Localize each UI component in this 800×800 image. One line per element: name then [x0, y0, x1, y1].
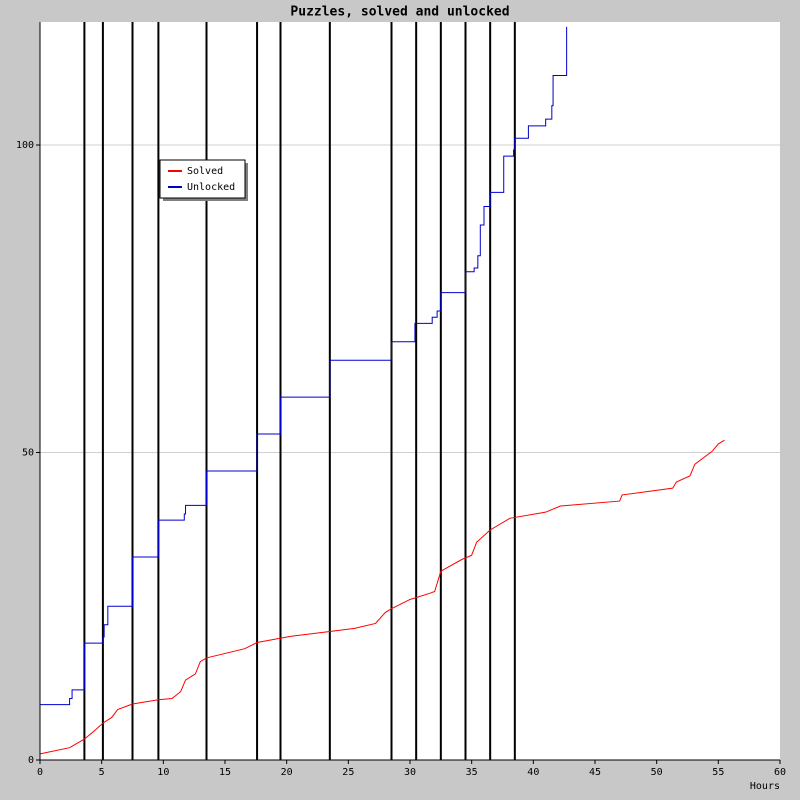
y-tick-label: 0 [28, 755, 34, 766]
legend [159, 159, 246, 199]
x-tick-label: 5 [99, 767, 105, 778]
x-tick-label: 20 [281, 767, 293, 778]
y-tick-label: 50 [22, 448, 34, 459]
x-tick-label: 0 [37, 767, 43, 778]
x-tick-label: 50 [651, 767, 663, 778]
x-tick-label: 35 [466, 767, 478, 778]
plot-area [40, 22, 780, 760]
x-tick-label: 45 [589, 767, 601, 778]
x-tick-label: 15 [219, 767, 231, 778]
chart-title: Puzzles, solved and unlocked [290, 5, 509, 20]
legend-label: Solved [187, 166, 223, 177]
series-line [40, 26, 568, 706]
x-axis-label: Hours [750, 781, 780, 792]
y-tick-label: 100 [16, 140, 34, 151]
legend-label: Unlocked [187, 182, 235, 193]
x-tick-label: 25 [342, 767, 354, 778]
x-tick-label: 55 [712, 767, 724, 778]
series-line [39, 439, 725, 755]
x-tick-label: 10 [157, 767, 169, 778]
x-tick-label: 30 [404, 767, 416, 778]
x-tick-label: 60 [774, 767, 786, 778]
x-tick-label: 40 [527, 767, 539, 778]
